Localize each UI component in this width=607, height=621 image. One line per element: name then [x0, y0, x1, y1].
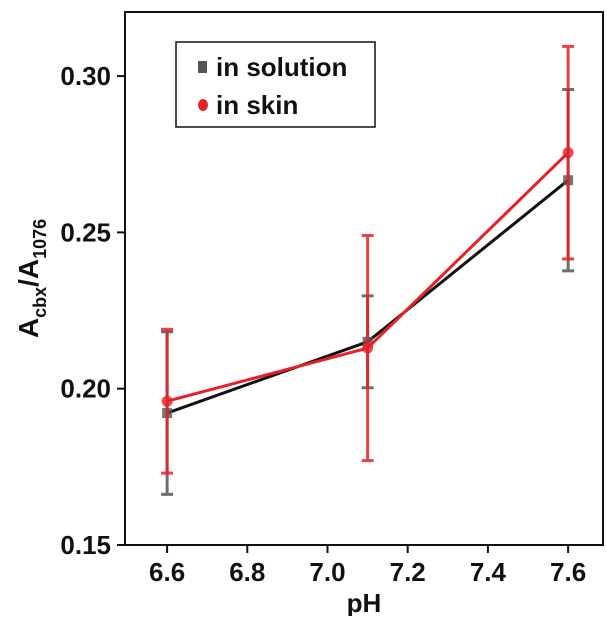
marker — [562, 147, 574, 159]
x-tick-label: 7.2 — [390, 557, 426, 587]
x-axis-label: pH — [347, 588, 382, 616]
marker — [161, 395, 173, 407]
y-axis-label-part: cbx — [30, 287, 50, 318]
y-axis-label-part: A — [13, 318, 44, 338]
legend-box — [175, 41, 376, 128]
legend-label: in skin — [216, 90, 298, 120]
x-tick-label: 7.6 — [550, 557, 586, 587]
x-tick-label: 6.8 — [229, 557, 265, 587]
y-axis-label-part: 1076 — [30, 219, 50, 259]
y-tick-label: 0.20 — [60, 374, 111, 404]
marker — [362, 342, 374, 354]
y-tick-label: 0.30 — [60, 61, 111, 91]
x-tick-label: 6.6 — [149, 557, 185, 587]
legend-marker — [198, 61, 207, 73]
y-tick-label: 0.25 — [60, 217, 111, 247]
y-axis-label: Acbx/A1076 — [13, 219, 50, 338]
x-tick-label: 7.4 — [470, 557, 507, 587]
legend-marker — [198, 99, 208, 111]
x-tick-label: 7.0 — [309, 557, 345, 587]
plot-frame — [124, 11, 604, 546]
legend-label: in solution — [216, 52, 347, 82]
y-axis-label-part: /A — [13, 259, 44, 287]
y-tick-label: 0.15 — [60, 530, 111, 560]
